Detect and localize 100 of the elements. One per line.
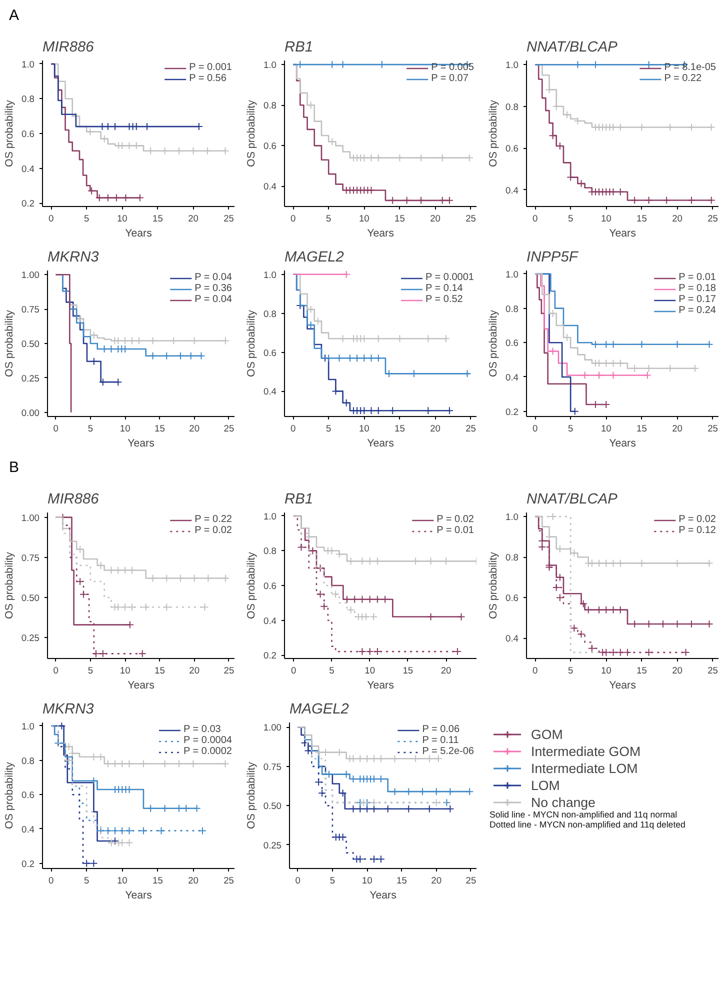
x-tick-label: 10 xyxy=(120,666,130,676)
x-tick-label: 20 xyxy=(672,424,682,434)
y-tick-label: 0.25 xyxy=(263,840,282,850)
legend-label: P = 0.22 xyxy=(194,514,232,525)
category-label: Intermediate GOM xyxy=(531,743,641,759)
x-tick-label: 15 xyxy=(152,876,163,886)
y-axis-title: OS probability xyxy=(488,551,500,619)
y-tick-label: 0.6 xyxy=(506,593,518,604)
legend-label: P = 0.12 xyxy=(678,525,716,536)
x-tick-label: 25 xyxy=(224,214,234,224)
x-axis-title: Years xyxy=(367,680,394,692)
x-tick-label: 0 xyxy=(53,424,58,434)
x-tick-label: 20 xyxy=(430,214,440,224)
x-axis-title: Years xyxy=(609,680,636,692)
y-tick-label: 0.8 xyxy=(264,546,276,556)
legend-label: P = 0.56 xyxy=(189,73,226,84)
legend-label: P = 0.52 xyxy=(426,294,463,305)
legend-label: P = 0.11 xyxy=(422,735,459,746)
chart-title: RB1 xyxy=(284,40,314,56)
y-tick-label: 0.4 xyxy=(264,386,276,397)
x-tick-label: 5 xyxy=(568,214,574,224)
y-tick-label: 1.0 xyxy=(506,60,518,70)
y-tick-label: 1.0 xyxy=(506,269,518,280)
y-tick-label: 0.6 xyxy=(264,141,276,152)
chart-title: MIR886 xyxy=(48,492,100,508)
y-axis-title: OS probability xyxy=(488,99,500,167)
x-tick-label: 15 xyxy=(402,666,414,676)
legend-label: P = 0.06 xyxy=(422,724,460,735)
x-tick-label: 25 xyxy=(466,424,476,434)
y-tick-label: 0.2 xyxy=(22,858,34,869)
chart-title: RB1 xyxy=(284,492,314,508)
legend-label: P = 0.01 xyxy=(678,272,716,283)
y-tick-label: 0.4 xyxy=(22,164,34,174)
x-tick-label: 10 xyxy=(358,214,370,224)
y-tick-label: 0.75 xyxy=(21,552,40,563)
x-tick-label: 0 xyxy=(295,876,300,886)
x-tick-label: 10 xyxy=(358,424,370,434)
x-tick-label: 20 xyxy=(430,424,440,434)
y-tick-label: 0.2 xyxy=(506,406,518,417)
chart-title: INPP5F xyxy=(526,250,579,266)
y-tick-label: 0.8 xyxy=(506,304,518,314)
y-tick-label: 0.6 xyxy=(264,581,276,591)
y-axis-title: OS probability xyxy=(246,99,258,167)
legend-label: P = 0.18 xyxy=(678,283,716,294)
legend-label: P = 0.005 xyxy=(431,62,474,73)
x-axis-title: Years xyxy=(128,438,154,450)
x-tick-label: 15 xyxy=(394,214,405,224)
legend-label: P = 0.04 xyxy=(194,272,232,283)
y-tick-label: 0.8 xyxy=(264,308,276,319)
y-axis-title: OS probability xyxy=(488,309,500,377)
legend-label: P = 0.01 xyxy=(436,525,474,536)
y-tick-label: 0.75 xyxy=(21,304,40,315)
legend-label: P = 0.001 xyxy=(189,62,232,73)
y-axis-title: OS probability xyxy=(246,551,258,619)
x-tick-label: 25 xyxy=(708,666,718,676)
y-tick-label: 0.00 xyxy=(21,408,40,418)
x-axis-title: Years xyxy=(370,890,396,902)
y-tick-label: 1.00 xyxy=(21,512,40,523)
legend-label: P = 5.2e-06 xyxy=(422,746,474,757)
x-tick-label: 15 xyxy=(636,214,647,224)
x-tick-label: 5 xyxy=(84,214,90,224)
x-tick-label: 5 xyxy=(330,876,336,886)
y-tick-label: 0.8 xyxy=(22,94,34,104)
y-tick-label: 0.4 xyxy=(506,185,518,196)
category-label: No change xyxy=(531,794,596,810)
x-tick-label: 5 xyxy=(88,666,94,676)
x-tick-label: 10 xyxy=(600,424,612,434)
y-axis-title: OS probability xyxy=(245,761,258,829)
y-tick-label: 0.25 xyxy=(21,373,40,384)
x-tick-label: 15 xyxy=(154,424,165,434)
y-tick-label: 0.6 xyxy=(506,338,518,348)
x-tick-label: 0 xyxy=(290,424,296,434)
legend-label: P = 0.0004 xyxy=(184,735,232,746)
x-axis-title: Years xyxy=(128,680,154,692)
x-axis-title: Years xyxy=(367,228,394,240)
y-tick-label: 0.75 xyxy=(263,762,282,772)
x-tick-label: 10 xyxy=(600,214,612,224)
x-tick-label: 15 xyxy=(154,666,165,676)
y-tick-label: 1.0 xyxy=(506,512,518,522)
y-tick-label: 0.8 xyxy=(506,552,518,563)
x-tick-label: 5 xyxy=(568,666,574,676)
x-axis-title: Years xyxy=(125,890,152,902)
legend-label: P = 0.07 xyxy=(431,73,468,84)
x-axis-title: Years xyxy=(609,438,636,450)
x-tick-label: 20 xyxy=(672,666,682,676)
y-tick-label: 0.8 xyxy=(22,756,34,766)
x-tick-label: 0 xyxy=(532,424,538,434)
chart-title: MIR886 xyxy=(42,40,95,56)
y-tick-label: 1.0 xyxy=(264,270,276,280)
x-tick-label: 0 xyxy=(53,666,58,676)
y-axis-title: OS probability xyxy=(3,309,16,377)
chart-title: NNAT/BLCAP xyxy=(526,40,618,56)
legend-label: P = 0.24 xyxy=(678,305,716,316)
y-tick-label: 0.2 xyxy=(22,198,34,209)
x-axis-title: Years xyxy=(367,438,394,450)
chart-title: MAGEL2 xyxy=(290,702,349,718)
y-tick-label: 1.0 xyxy=(22,59,34,70)
y-tick-label: 0.50 xyxy=(21,593,40,604)
x-tick-label: 0 xyxy=(291,666,296,676)
x-tick-label: 5 xyxy=(329,666,334,676)
